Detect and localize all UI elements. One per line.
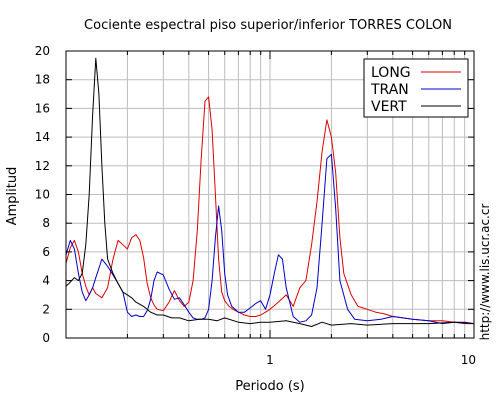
legend-label-vert: VERT [371,99,407,115]
ticks [65,50,474,339]
series-line-long [65,96,474,325]
x-tick-label: 1 [266,353,274,367]
legend-box [363,58,469,118]
legend-label-tran: TRAN [370,82,409,98]
y-axis-title: Amplitud [5,167,20,226]
series-layer [65,57,475,327]
series-line-vert [65,57,475,327]
tick-labels: 0 2 4 6 8 10 12 14 16 18 20 1 10 [35,44,476,367]
x-tick-label: 10 [461,353,476,367]
y-tick-label: 2 [42,302,50,316]
y-tick-label: 4 [42,274,50,288]
x-axis-title: Periodo (s) [235,379,305,394]
y-tick-label: 16 [35,101,50,115]
y-tick-label: 14 [35,130,50,144]
side-url: http://www.lis.ucr.ac.cr [478,204,492,341]
y-tick-label: 6 [42,245,50,259]
y-tick-label: 10 [35,188,50,202]
legend-label-long: LONG [371,65,411,81]
y-tick-label: 12 [35,159,50,173]
y-tick-label: 20 [35,44,50,58]
y-tick-label: 18 [35,73,50,87]
legend: LONG TRAN VERT [363,58,469,118]
y-tick-label: 8 [42,216,50,230]
y-tick-label: 0 [42,331,50,345]
chart-title: Cociente espectral piso superior/inferio… [84,18,452,33]
